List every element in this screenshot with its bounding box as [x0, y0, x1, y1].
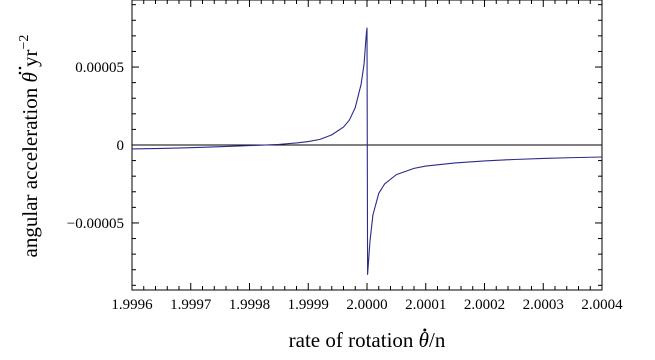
y-tick-label: 0.00005 — [75, 60, 124, 76]
x-tick-label: 1.9996 — [111, 297, 153, 313]
x-tick-label: 2.0003 — [523, 297, 564, 313]
x-tick-label: 2.0002 — [464, 297, 505, 313]
x-axis-title: rate of rotation θ/n — [289, 328, 446, 352]
x-tick-label: 1.9998 — [229, 297, 270, 313]
y-tick-label: −0.00005 — [67, 216, 124, 232]
y-axis-title: angular acceleration θ yr−2 — [17, 35, 42, 258]
x-tick-label: 2.0000 — [346, 297, 387, 313]
svg-text:angular acceleration θ yr−2: angular acceleration θ yr−2 — [17, 35, 42, 258]
x-tick-label: 2.0004 — [581, 297, 623, 313]
y-axis-symbol-dot-2 — [18, 66, 22, 70]
x-tick-label: 1.9997 — [170, 297, 212, 313]
x-tick-label: 2.0001 — [405, 297, 446, 313]
y-axis-symbol-dot-1 — [18, 71, 22, 75]
x-axis-symbol-dot — [423, 328, 427, 332]
x-tick-label: 1.9999 — [288, 297, 329, 313]
x-axis-symbol: θ — [419, 328, 429, 352]
y-tick-label: 0 — [117, 138, 125, 154]
series-line-0 — [131, 27, 603, 275]
y-axis-symbol: θ — [18, 72, 42, 82]
